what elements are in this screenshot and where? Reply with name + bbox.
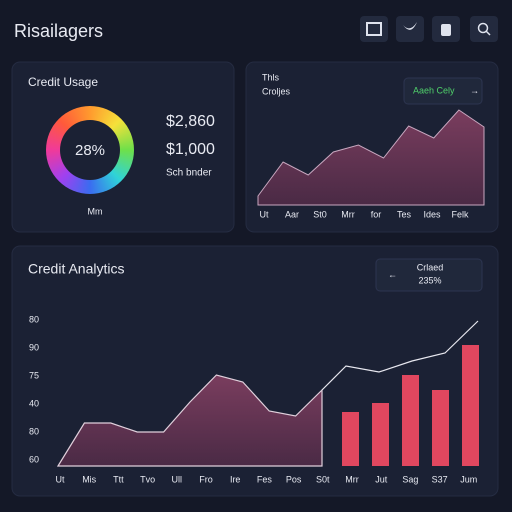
x-label: Fro [199,474,213,484]
x-label: Pos [286,474,302,484]
x-label: St0 [313,209,327,219]
donut-label: 28% [75,142,105,159]
card-subtitle: Croljes [262,86,291,96]
button-arrow: → [470,85,479,95]
x-label: Tes [397,209,412,219]
x-label: Tvo [140,474,155,484]
amount: $2,860 [166,113,215,130]
app-title: Risailagers [14,21,103,41]
x-label: Fes [257,474,273,484]
x-label: Jum [460,474,477,484]
y-label: 60 [29,454,39,464]
bar [342,412,359,466]
x-label: Mrr [345,474,359,484]
bar [402,375,419,466]
card-title: Credit Usage [28,75,98,89]
y-label: 80 [29,314,39,324]
card-title: Thls [262,72,280,82]
donut-caption: Mm [88,206,103,216]
x-label: Mis [82,474,96,484]
x-label: Jut [375,474,388,484]
icon [477,22,489,34]
button-title: Crlaed [417,262,444,272]
x-label: for [371,209,382,219]
x-label: Aar [285,209,299,219]
x-label: S37 [432,474,448,484]
button-value: 235% [418,275,441,285]
y-label: 80 [29,426,39,436]
y-label: 40 [29,398,39,408]
icon [403,22,417,30]
action-button[interactable] [403,77,483,105]
x-label: Ides [423,209,441,219]
donut-hole [60,120,120,180]
summary-button[interactable] [375,258,483,292]
bar [432,390,449,466]
button-label: Aaeh Cely [413,85,455,95]
icon-button[interactable] [470,16,498,42]
x-label: Felk [451,209,469,219]
x-label: Ttt [113,474,124,484]
button-arrow: ← [388,269,397,279]
x-label: S0t [316,474,330,484]
note: Sch bnder [166,168,212,179]
y-label: 75 [29,370,39,380]
icon [441,24,451,36]
card-title: Credit Analytics [28,261,124,277]
x-label: Ull [172,474,183,484]
y-label: 90 [29,342,39,352]
bar [372,403,389,466]
amount: $1,000 [166,141,215,158]
icon-button[interactable] [360,16,388,42]
icon [366,22,382,36]
x-label: Ire [230,474,241,484]
x-label: Sag [402,474,418,484]
bar [462,345,479,466]
x-label: Ut [260,209,269,219]
x-label: Mrr [341,209,355,219]
icon [485,30,491,36]
line [321,320,479,391]
x-label: Ut [56,474,65,484]
area [257,109,485,206]
toolbar [360,16,498,42]
